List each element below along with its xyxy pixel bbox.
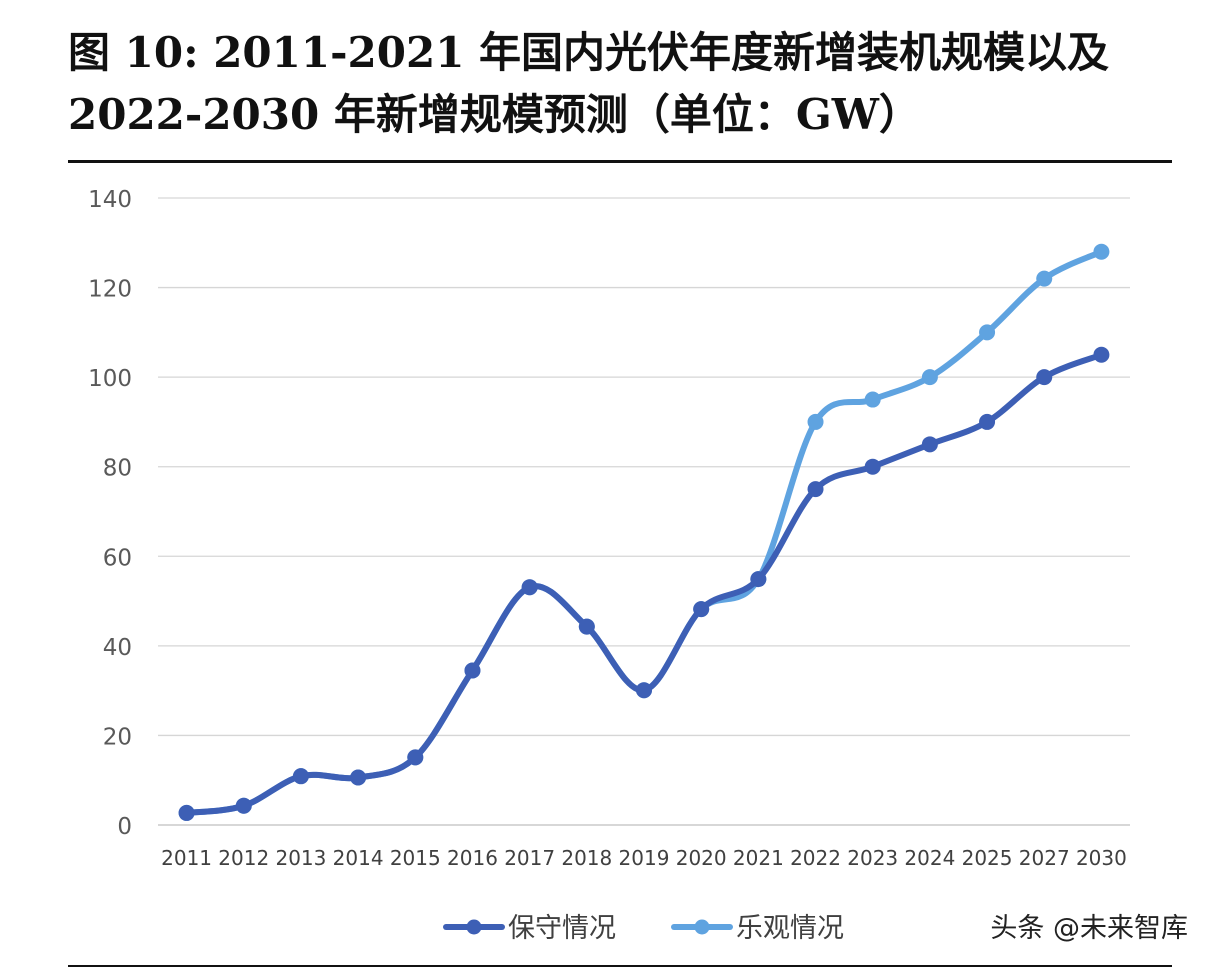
data-point-conservative xyxy=(578,618,595,635)
legend-label: 乐观情况 xyxy=(736,913,844,944)
series-line-conservative xyxy=(183,351,1105,816)
data-point-optimistic xyxy=(1036,270,1053,287)
y-tick-label: 20 xyxy=(103,724,132,750)
data-point-conservative xyxy=(1093,346,1110,363)
data-point-conservative xyxy=(407,749,424,766)
x-tick-label: 2030 xyxy=(1076,846,1127,870)
data-point-conservative xyxy=(178,804,195,821)
x-tick-label: 2016 xyxy=(447,846,498,870)
data-point-conservative xyxy=(521,579,538,596)
data-point-conservative xyxy=(693,601,710,618)
x-tick-label: 2025 xyxy=(962,846,1013,870)
y-tick-label: 80 xyxy=(103,456,132,482)
y-tick-label: 140 xyxy=(88,187,132,213)
x-tick-label: 2015 xyxy=(390,846,441,870)
chart-title-line2: 2022-2030 年新增规模预测（单位：GW） xyxy=(68,90,921,139)
data-point-optimistic xyxy=(1093,243,1110,260)
x-tick-label: 2024 xyxy=(904,846,955,870)
x-tick-label: 2019 xyxy=(619,846,670,870)
x-tick-label: 2014 xyxy=(333,846,384,870)
chart-title: 图 10: 2011-2021 年国内光伏年度新增装机规模以及 2022-203… xyxy=(68,22,1188,146)
chart-title-line1: 图 10: 2011-2021 年国内光伏年度新增装机规模以及 xyxy=(68,28,1110,77)
data-point-conservative xyxy=(464,662,481,679)
y-tick-label: 40 xyxy=(103,635,132,661)
x-tick-label: 2022 xyxy=(790,846,841,870)
legend-item-optimistic: 乐观情况 xyxy=(671,913,844,944)
x-tick-label: 2018 xyxy=(561,846,612,870)
x-tick-label: 2027 xyxy=(1019,846,1070,870)
y-tick-label: 100 xyxy=(88,366,132,392)
series-line-optimistic xyxy=(183,248,1105,816)
x-tick-label: 2013 xyxy=(275,846,326,870)
data-point-optimistic xyxy=(921,369,938,386)
legend-swatch-marker xyxy=(694,919,710,935)
legend-label: 保守情况 xyxy=(508,913,616,944)
data-point-conservative xyxy=(292,768,309,785)
x-tick-label: 2023 xyxy=(847,846,898,870)
data-point-conservative xyxy=(979,413,996,430)
data-point-conservative xyxy=(921,436,938,453)
top-rule xyxy=(68,160,1172,163)
data-point-conservative xyxy=(1036,369,1053,386)
data-point-conservative xyxy=(864,458,881,475)
data-point-conservative xyxy=(636,682,652,699)
data-point-conservative xyxy=(235,797,252,814)
x-tick-label: 2017 xyxy=(504,846,555,870)
data-point-optimistic xyxy=(979,324,996,341)
y-tick-label: 120 xyxy=(88,277,132,303)
x-tick-label: 2020 xyxy=(676,846,727,870)
legend-swatch-marker xyxy=(466,919,482,935)
data-point-conservative xyxy=(750,571,767,588)
bottom-rule xyxy=(68,965,1172,967)
y-tick-label: 0 xyxy=(117,814,132,840)
x-tick-label: 2012 xyxy=(218,846,269,870)
data-point-conservative xyxy=(350,769,367,786)
data-point-optimistic xyxy=(864,391,881,408)
data-point-optimistic xyxy=(807,413,824,430)
legend-item-conservative: 保守情况 xyxy=(443,913,616,944)
y-tick-label: 60 xyxy=(103,545,132,571)
x-tick-label: 2021 xyxy=(733,846,784,870)
watermark: 头条 @未来智库 xyxy=(990,913,1188,944)
x-tick-label: 2011 xyxy=(161,846,212,870)
data-point-conservative xyxy=(807,481,824,498)
